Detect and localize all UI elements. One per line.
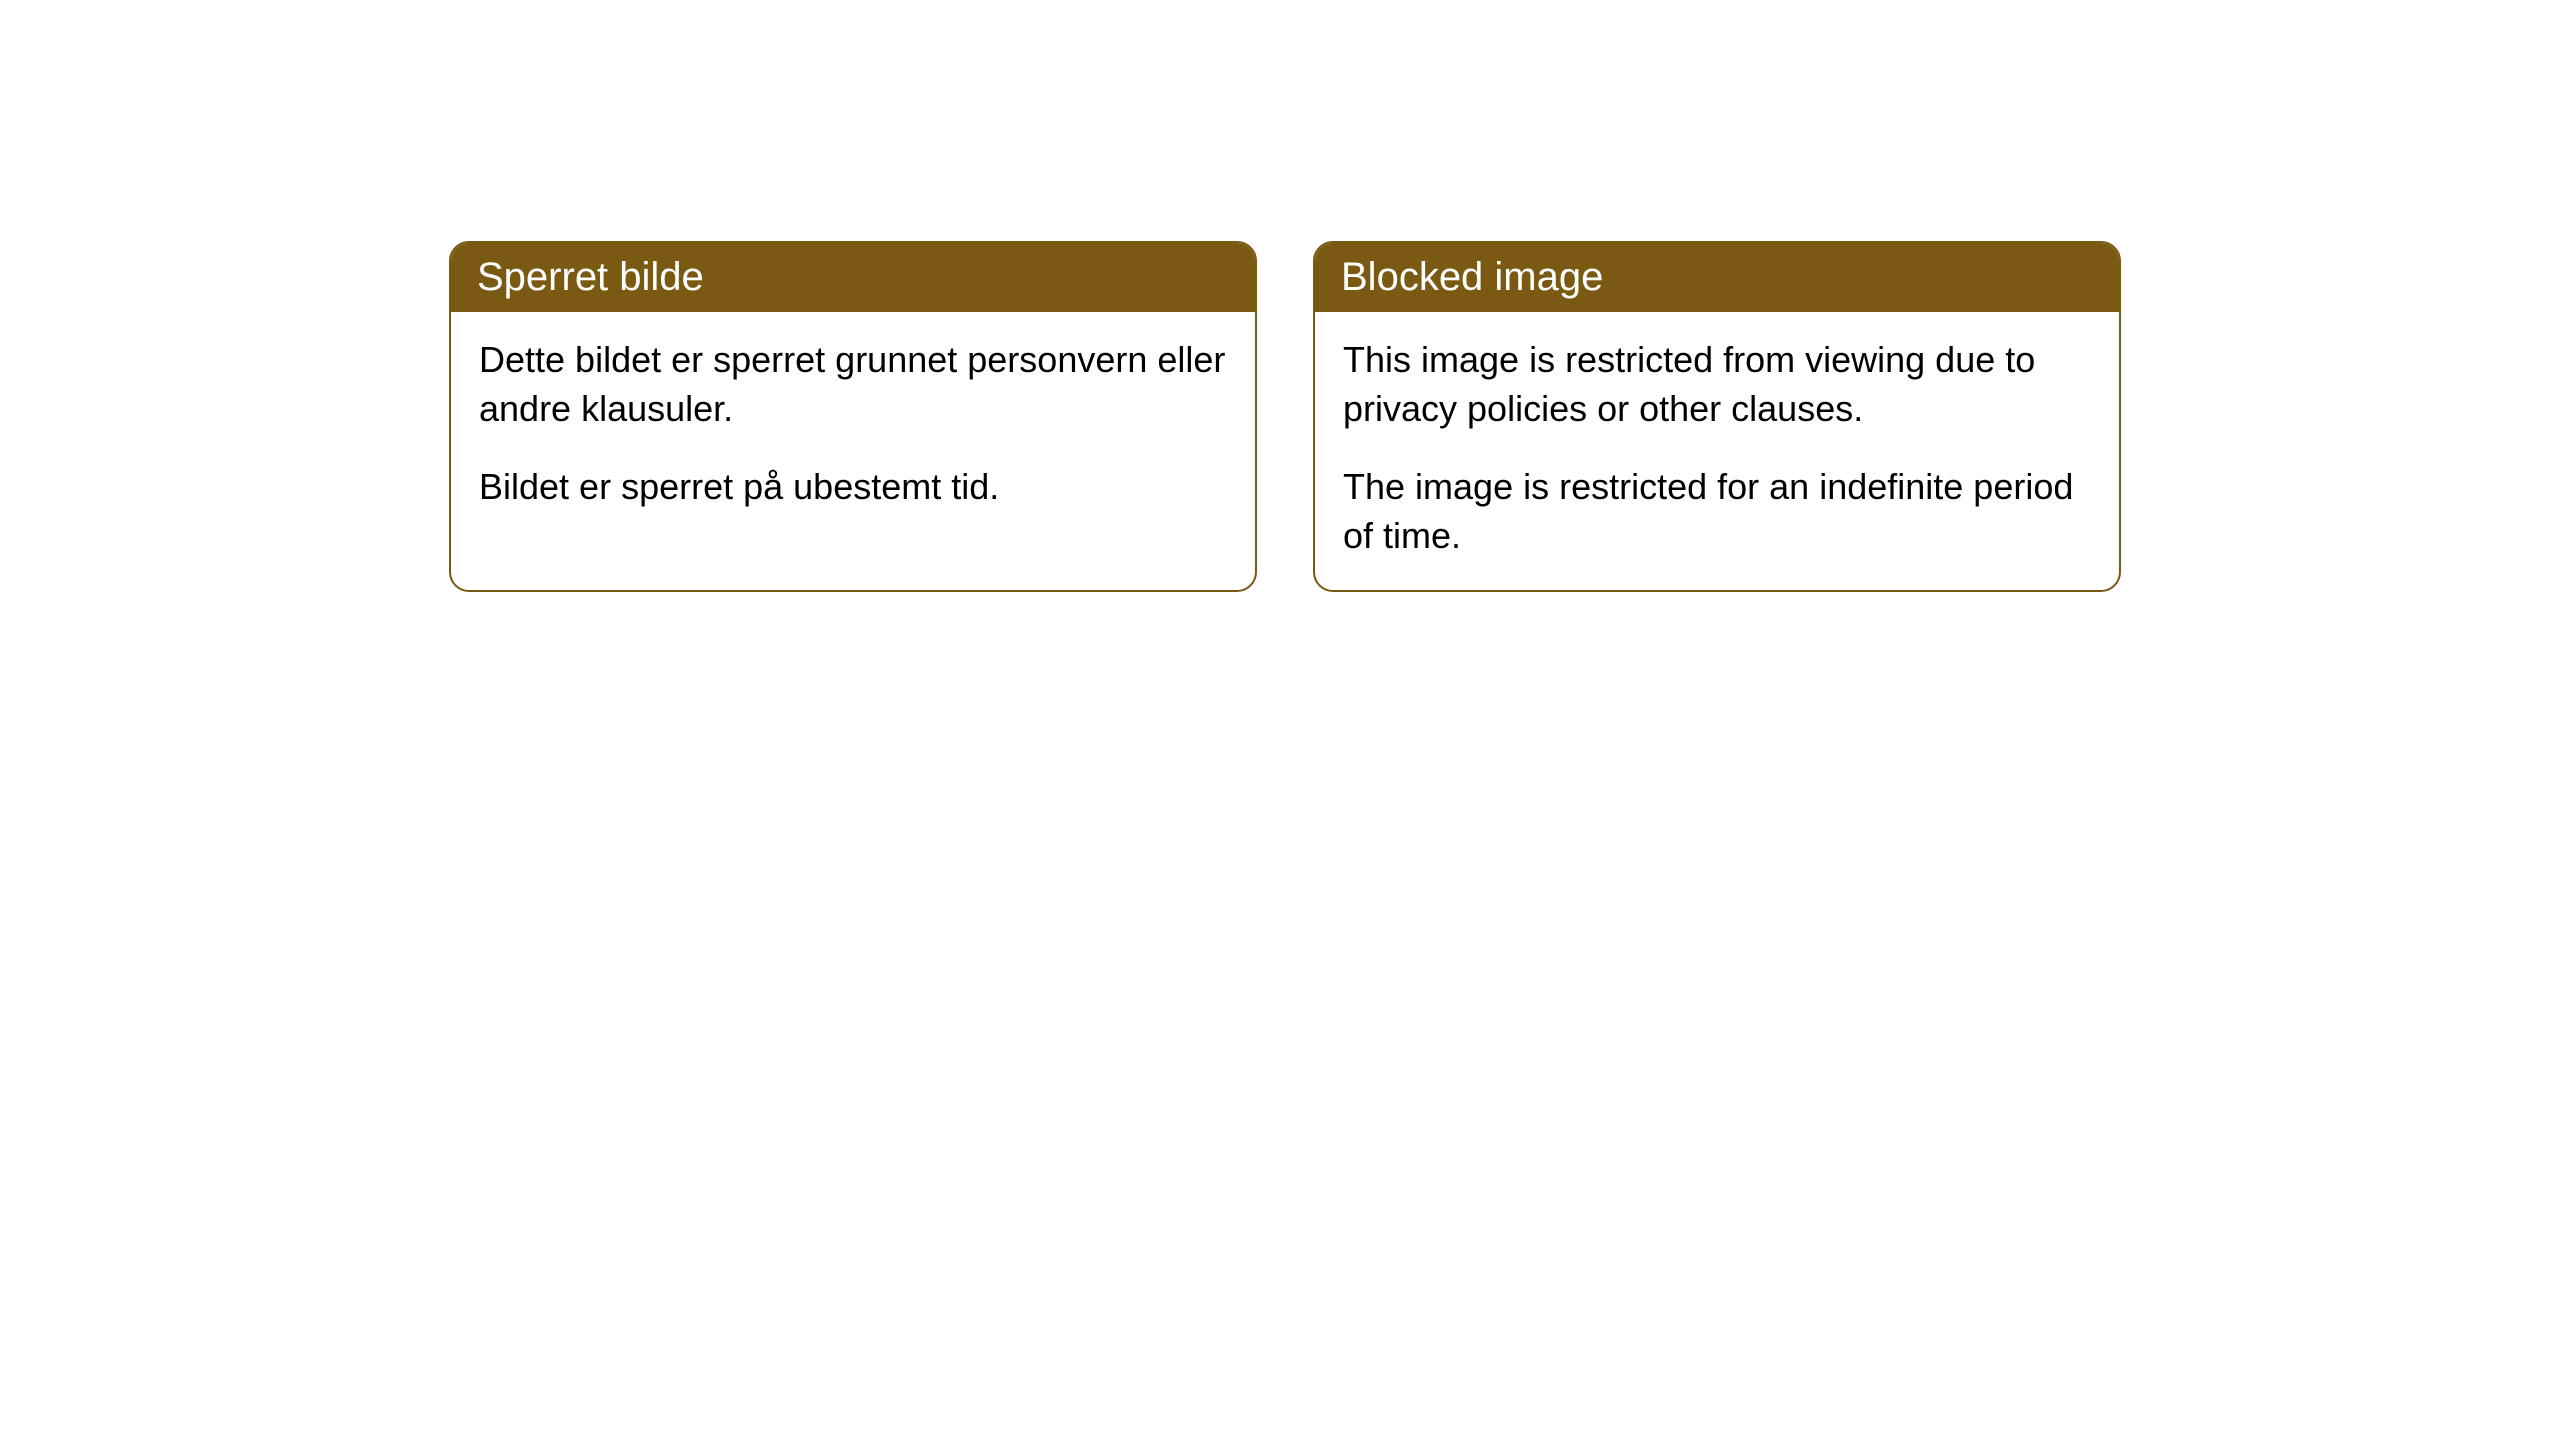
card-text-norwegian-1: Dette bildet er sperret grunnet personve… — [479, 336, 1227, 433]
card-body-english: This image is restricted from viewing du… — [1315, 312, 2119, 590]
card-header-norwegian: Sperret bilde — [451, 243, 1255, 312]
card-body-norwegian: Dette bildet er sperret grunnet personve… — [451, 312, 1255, 542]
cards-container: Sperret bilde Dette bildet er sperret gr… — [449, 241, 2121, 592]
card-english: Blocked image This image is restricted f… — [1313, 241, 2121, 592]
card-text-english-1: This image is restricted from viewing du… — [1343, 336, 2091, 433]
card-text-norwegian-2: Bildet er sperret på ubestemt tid. — [479, 463, 1227, 512]
card-text-english-2: The image is restricted for an indefinit… — [1343, 463, 2091, 560]
card-header-english: Blocked image — [1315, 243, 2119, 312]
card-norwegian: Sperret bilde Dette bildet er sperret gr… — [449, 241, 1257, 592]
